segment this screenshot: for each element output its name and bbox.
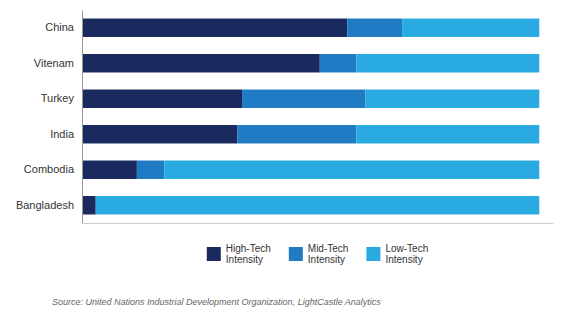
y-tick-label: India (50, 128, 75, 140)
bar (82, 54, 320, 72)
x-axis (83, 223, 554, 224)
y-tick: China (45, 21, 82, 33)
series (137, 19, 402, 179)
y-tick-label: Vitenam (34, 57, 74, 69)
bar (82, 125, 237, 143)
y-tick-label: Combodia (24, 163, 75, 175)
series (82, 19, 347, 215)
series (96, 19, 540, 215)
bar (82, 196, 96, 214)
y-tick: Vitenam (34, 57, 82, 69)
legend: High-TechIntensity Mid-TechIntensity Low-T… (207, 243, 428, 266)
legend-swatch (207, 247, 221, 261)
bar (137, 161, 164, 179)
y-tick-label: Bangladesh (16, 199, 74, 211)
source-note: Source: United Nations Industrial Develo… (52, 297, 381, 307)
legend-label: Low-TechIntensity (385, 243, 428, 266)
legend-item: Low-TechIntensity (366, 243, 428, 266)
bar (82, 90, 242, 108)
legend-swatch (289, 247, 303, 261)
bar (356, 54, 539, 72)
legend-item: High-TechIntensity (207, 243, 271, 266)
x-axis-line (83, 223, 554, 224)
legend-swatch (366, 247, 380, 261)
y-axis: China Vitenam Turkey India Combodia Banglades… (16, 11, 83, 224)
y-tick-label: Turkey (41, 92, 75, 104)
y-axis-line (82, 11, 83, 224)
legend-label: Mid-TechIntensity (308, 243, 349, 266)
bar (242, 90, 365, 108)
y-tick: Bangladesh (16, 199, 82, 211)
plot: China Vitenam Turkey India Combodia Banglades… (16, 11, 554, 224)
bar (347, 19, 402, 37)
bars (82, 19, 539, 215)
bar (82, 161, 137, 179)
y-tick: India (50, 128, 82, 140)
chart: China Vitenam Turkey India Combodia Banglades… (0, 0, 571, 311)
bar (356, 125, 539, 143)
bar (237, 125, 356, 143)
bar (164, 161, 539, 179)
bar (366, 90, 540, 108)
bar (320, 54, 357, 72)
legend-item: Mid-TechIntensity (289, 243, 349, 266)
y-tick: Combodia (24, 163, 82, 175)
bar (402, 19, 539, 37)
bar (82, 19, 347, 37)
legend-label: High-TechIntensity (226, 243, 271, 266)
bar (96, 196, 540, 214)
y-tick: Turkey (41, 92, 82, 104)
y-tick-label: China (45, 21, 75, 33)
